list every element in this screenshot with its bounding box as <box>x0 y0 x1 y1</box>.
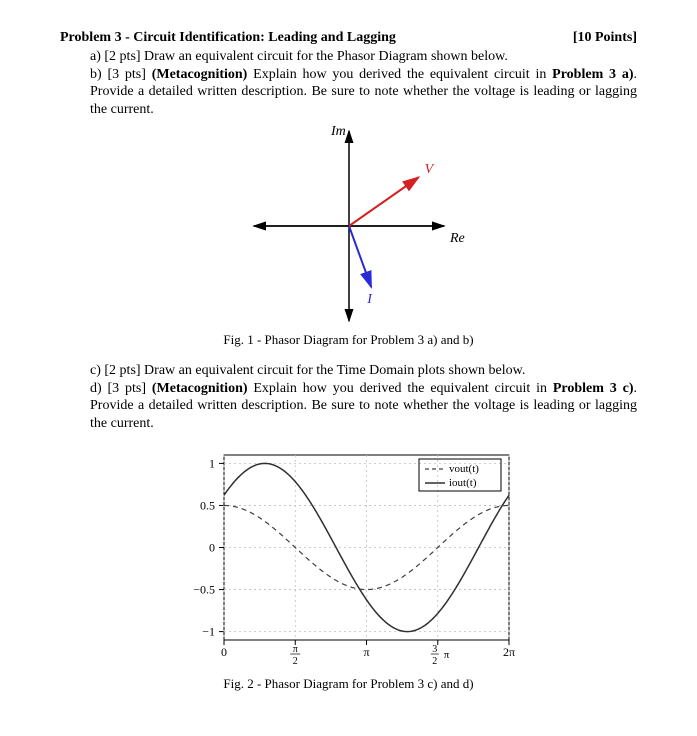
svg-text:2: 2 <box>292 656 297 667</box>
svg-text:0: 0 <box>209 541 215 555</box>
svg-text:2π: 2π <box>502 645 514 659</box>
fig2-caption: Fig. 2 - Phasor Diagram for Problem 3 c)… <box>60 676 637 692</box>
svg-text:−0.5: −0.5 <box>193 583 215 597</box>
svg-text:1: 1 <box>209 456 215 470</box>
svg-text:3: 3 <box>432 644 437 655</box>
problem-title: Problem 3 - Circuit Identification: Lead… <box>60 30 396 46</box>
part-d: d) [3 pts] (Metacognition) Explain how y… <box>90 380 637 433</box>
svg-text:Im: Im <box>330 126 346 139</box>
svg-text:I: I <box>366 292 373 307</box>
svg-text:iout(t): iout(t) <box>449 477 477 489</box>
svg-text:π: π <box>363 645 369 659</box>
figure-2: 10.50−0.5−10π2π32π2πvout(t)iout(t) <box>60 440 637 670</box>
svg-text:2: 2 <box>432 656 437 667</box>
svg-text:V: V <box>424 162 434 177</box>
figure-1: Im Re V I <box>60 126 637 326</box>
problem-header: Problem 3 - Circuit Identification: Lead… <box>60 30 637 46</box>
svg-text:Re: Re <box>449 231 465 246</box>
svg-text:π: π <box>443 649 449 661</box>
svg-text:0.5: 0.5 <box>200 498 215 512</box>
part-b: b) [3 pts] (Metacognition) Explain how y… <box>90 66 637 119</box>
part-a: a) [2 pts] Draw an equivalent circuit fo… <box>90 48 637 66</box>
fig1-caption: Fig. 1 - Phasor Diagram for Problem 3 a)… <box>60 332 637 348</box>
svg-text:π: π <box>292 644 297 655</box>
part-c: c) [2 pts] Draw an equivalent circuit fo… <box>90 362 637 380</box>
phasor-diagram: Im Re V I <box>189 126 509 326</box>
svg-text:vout(t): vout(t) <box>449 463 479 475</box>
time-domain-plot: 10.50−0.5−10π2π32π2πvout(t)iout(t) <box>169 440 529 670</box>
problem-points: [10 Points] <box>573 30 637 46</box>
svg-text:0: 0 <box>221 645 227 659</box>
svg-text:−1: −1 <box>202 625 215 639</box>
